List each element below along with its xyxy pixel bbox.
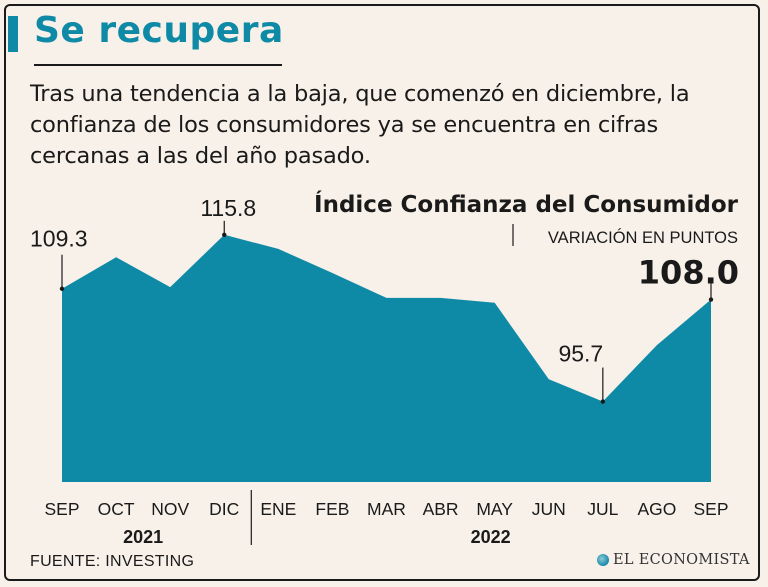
subtitle-text: Tras una tendencia a la baja, que comenz… — [30, 81, 690, 169]
x-tick-label-12: SEP — [693, 499, 728, 519]
x-tick-label-1: OCT — [98, 499, 135, 519]
annotation-labels: 109.3 115.8 95.7 108.0 — [30, 195, 739, 367]
x-tick-label-10: JUL — [587, 499, 618, 519]
x-axis: SEP OCT NOV DIC ENE FEB MAR ABR MAY JUN JUL AGO SEP — [44, 499, 728, 519]
annotation-leaders — [59, 220, 714, 404]
area-series — [62, 234, 711, 482]
annotation-label-3: 115.8 — [200, 195, 256, 221]
x-tick-label-9: JUN — [532, 499, 566, 519]
year-axis: 2021 2022 — [123, 490, 511, 547]
x-tick-label-11: AGO — [637, 499, 676, 519]
brand-name: EL ECONOMISTA — [613, 552, 750, 568]
source-note: FUENTE: INVESTING — [30, 553, 195, 570]
x-tick-label-6: MAR — [367, 499, 406, 519]
x-tick-label-8: MAY — [476, 499, 513, 519]
brand-logo: EL ECONOMISTA — [597, 552, 750, 568]
annotation-label-12: 108.0 — [638, 254, 739, 292]
x-tick-label-5: FEB — [315, 499, 349, 519]
year-label-2022: 2022 — [471, 527, 511, 547]
annotation-label-0: 109.3 — [30, 226, 88, 252]
x-tick-label-0: SEP — [44, 499, 79, 519]
chart-title: Índice Confianza del Consumidor — [314, 190, 739, 218]
x-tick-label-7: ABR — [423, 499, 459, 519]
annotation-label-10: 95.7 — [558, 341, 603, 367]
title-accent-bar — [8, 16, 18, 52]
year-label-2021: 2021 — [123, 527, 163, 547]
chart-subtitle: VARIACIÓN EN PUNTOS — [548, 228, 738, 247]
x-tick-label-4: ENE — [260, 499, 296, 519]
x-tick-label-2: NOV — [151, 499, 189, 519]
globe-logo-icon — [597, 554, 609, 566]
title-underline — [34, 64, 282, 66]
page-title: Se recupera — [34, 10, 284, 51]
x-tick-label-3: DIC — [209, 499, 239, 519]
